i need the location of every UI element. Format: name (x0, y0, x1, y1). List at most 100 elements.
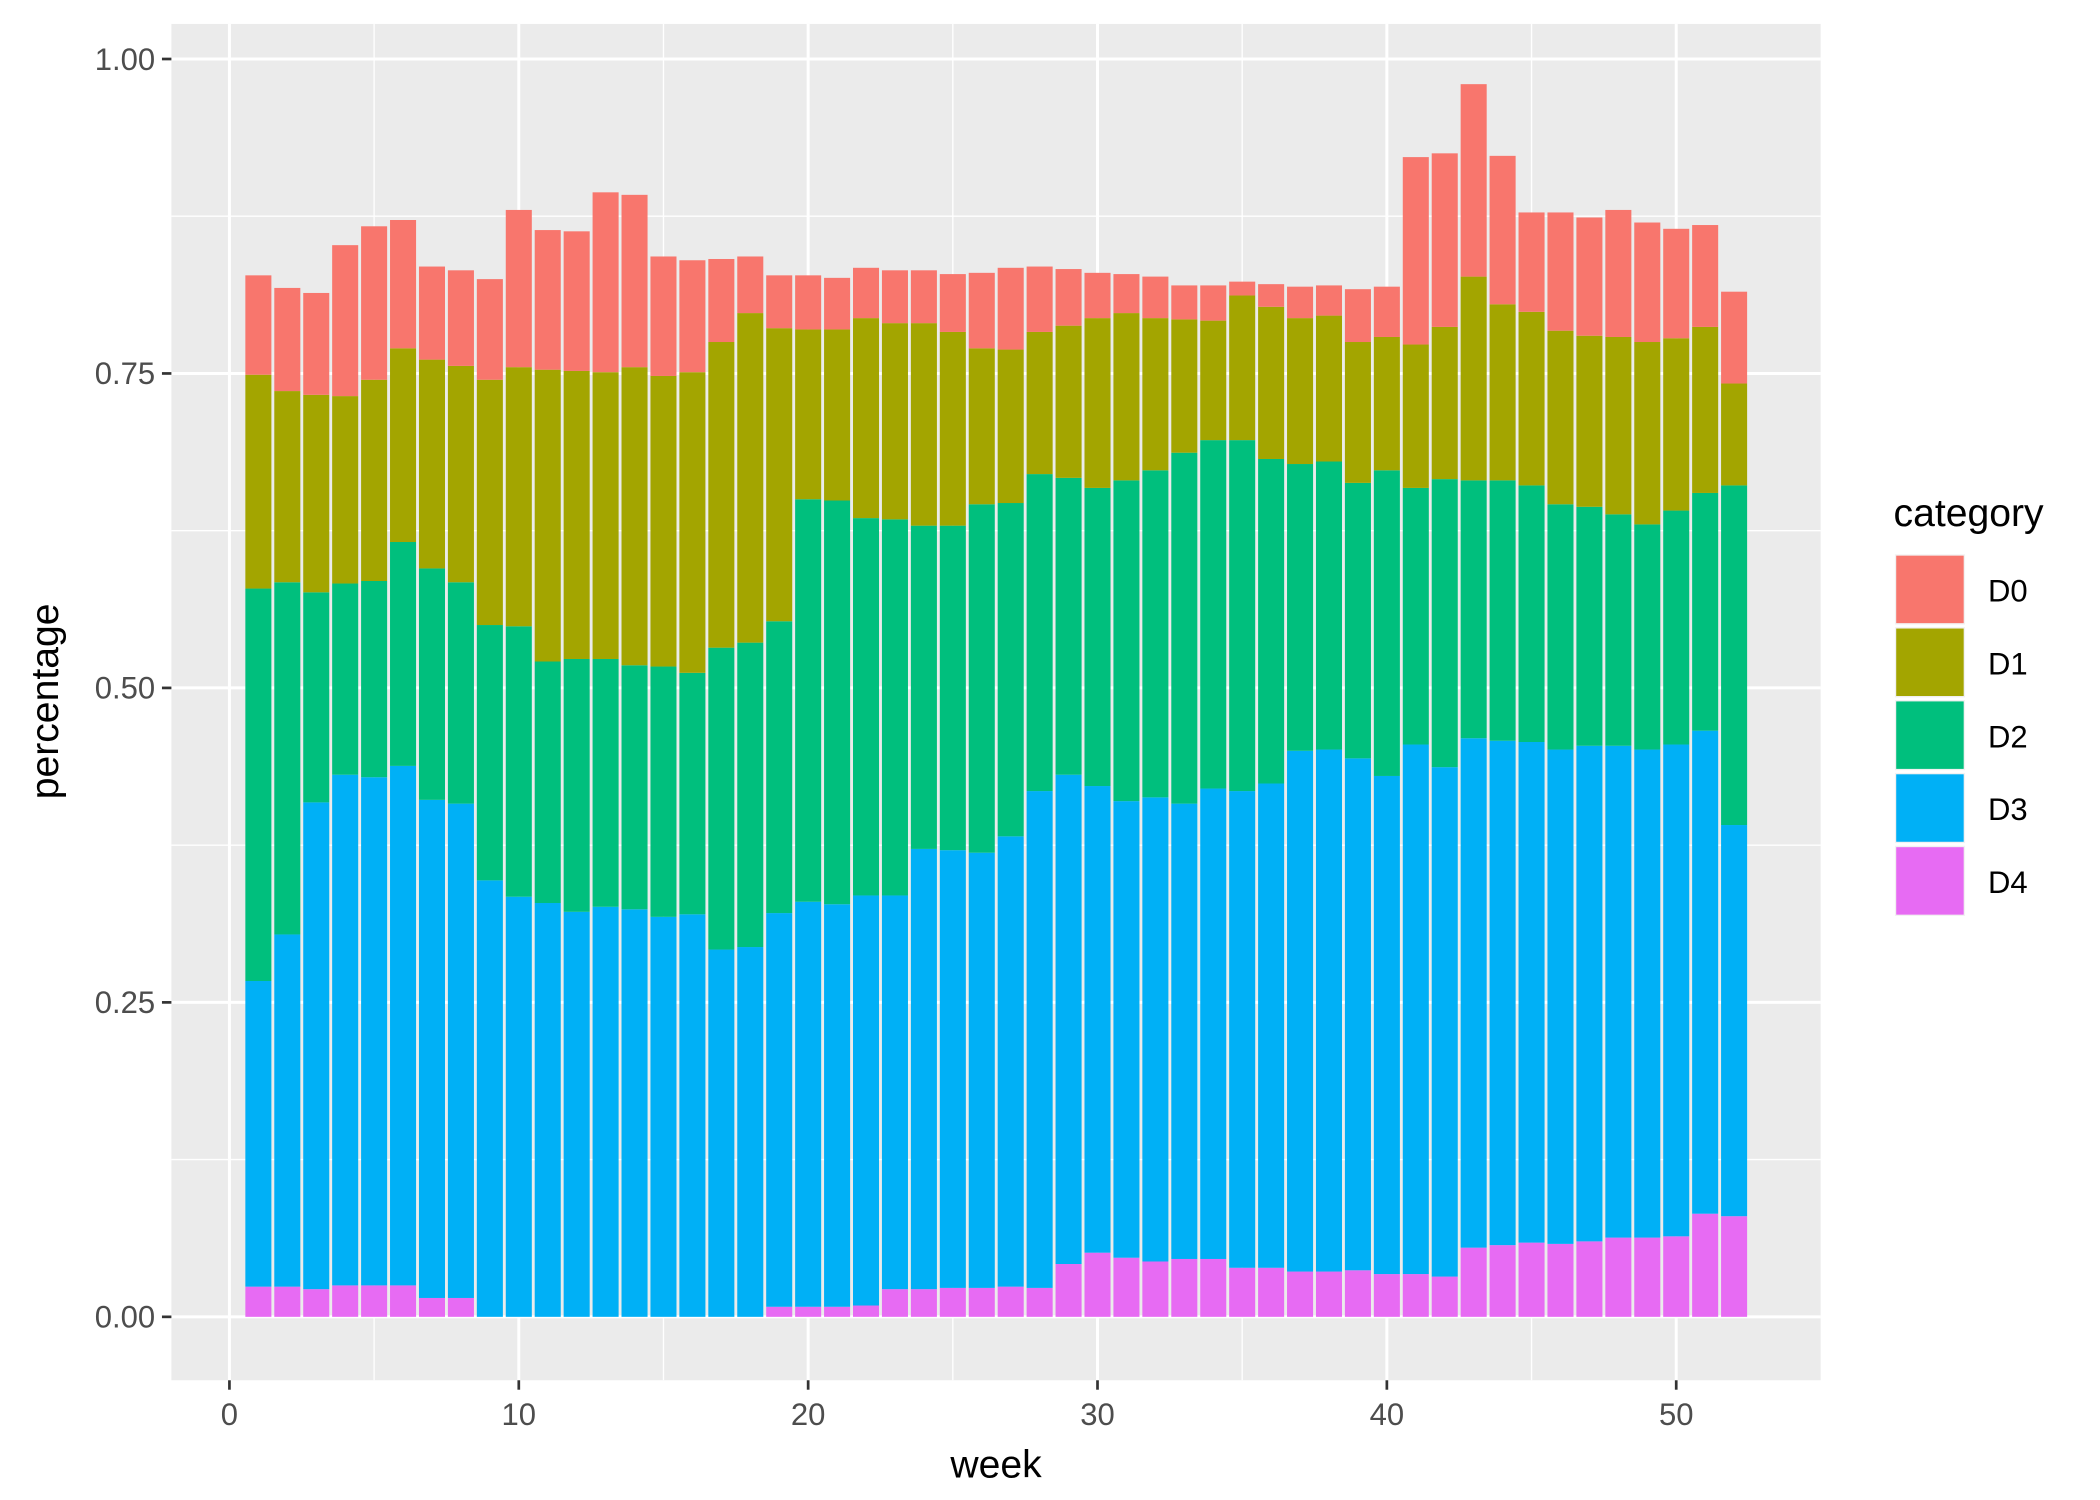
bar-D3-week-40 (1373, 775, 1400, 1275)
bar-D1-week-14 (621, 367, 648, 666)
bar-D1-week-23 (881, 323, 908, 520)
bar-D4-week-51 (1692, 1213, 1719, 1317)
bar-D1-week-5 (361, 379, 388, 582)
bar-D1-week-33 (1171, 319, 1198, 453)
bar-D0-week-2 (274, 287, 301, 392)
bar-D1-week-2 (274, 391, 301, 583)
bar-D4-week-36 (1258, 1267, 1285, 1317)
bar-D4-week-37 (1287, 1271, 1314, 1317)
bar-D3-week-3 (303, 802, 330, 1290)
bar-D1-week-16 (679, 372, 706, 673)
bar-D1-week-20 (795, 329, 822, 500)
bar-D2-week-46 (1547, 504, 1574, 750)
bar-D1-week-43 (1460, 276, 1487, 481)
bar-D0-week-39 (1344, 289, 1371, 343)
bar-D2-week-39 (1344, 482, 1371, 759)
legend: category D0 D1 D2 D3 D4 (1894, 492, 2044, 917)
bar-D0-week-21 (824, 277, 851, 330)
x-tick-label: 0 (221, 1397, 238, 1432)
bar-D2-week-6 (390, 542, 417, 766)
bar-D3-week-45 (1518, 742, 1545, 1243)
bar-D4-week-48 (1605, 1237, 1632, 1317)
bar-D2-week-32 (1142, 470, 1169, 798)
bar-D3-week-32 (1142, 797, 1169, 1262)
bar-D1-week-13 (592, 372, 619, 659)
bar-D2-week-7 (418, 568, 446, 800)
bar-D0-week-18 (737, 256, 764, 314)
bar-D0-week-47 (1576, 217, 1603, 336)
bar-D1-week-51 (1692, 326, 1719, 493)
bar-D0-week-49 (1634, 222, 1661, 343)
bar-D1-week-12 (563, 370, 590, 659)
bar-D0-week-38 (1315, 285, 1343, 316)
bar-D0-week-29 (1055, 269, 1082, 326)
bar-D4-week-31 (1113, 1257, 1140, 1317)
bar-D0-week-23 (881, 270, 908, 324)
bar-D2-week-20 (795, 499, 822, 902)
y-axis-label: percentage (24, 604, 67, 800)
bar-D2-week-44 (1489, 480, 1516, 741)
x-tick-label: 10 (502, 1397, 537, 1432)
bar-D2-week-43 (1460, 480, 1487, 739)
bar-D2-week-42 (1431, 479, 1458, 768)
bar-D0-week-10 (505, 209, 532, 368)
bar-D0-week-40 (1373, 286, 1400, 337)
bar-D4-week-33 (1171, 1258, 1198, 1317)
bar-D0-week-35 (1229, 281, 1256, 296)
bar-D4-week-43 (1460, 1247, 1487, 1317)
bar-D2-week-33 (1171, 452, 1198, 804)
bar-D1-week-1 (245, 374, 272, 589)
bar-D0-week-5 (361, 226, 388, 380)
bar-D0-week-26 (968, 272, 995, 349)
bar-D4-week-3 (303, 1289, 330, 1317)
bar-D2-week-52 (1721, 485, 1748, 826)
bar-D0-week-30 (1084, 272, 1111, 319)
bar-D0-week-32 (1142, 276, 1169, 319)
bar-D3-week-52 (1721, 825, 1748, 1217)
bar-D3-week-11 (534, 903, 561, 1317)
bar-D2-week-9 (476, 625, 503, 881)
bar-D1-week-39 (1344, 342, 1371, 483)
bar-D3-week-7 (418, 799, 446, 1298)
bar-D3-week-2 (274, 934, 301, 1287)
bar-D2-week-29 (1055, 477, 1082, 775)
bar-D2-week-11 (534, 661, 561, 904)
bar-D3-week-39 (1344, 758, 1371, 1271)
bar-D0-week-13 (592, 192, 619, 373)
bar-D2-week-24 (910, 525, 937, 849)
bar-D4-week-39 (1344, 1270, 1371, 1317)
bar-D0-week-28 (1026, 266, 1053, 332)
plot-panel (171, 23, 1821, 1381)
bar-D3-week-9 (476, 880, 503, 1317)
bar-D0-week-27 (997, 267, 1024, 350)
bar-D3-week-17 (708, 949, 735, 1317)
bar-D0-week-36 (1258, 284, 1285, 307)
bar-D4-week-5 (361, 1285, 388, 1317)
bar-D1-week-19 (766, 328, 793, 622)
bar-D2-week-38 (1315, 461, 1343, 750)
bar-D2-week-47 (1576, 506, 1603, 746)
x-axis-label: week (949, 1443, 1042, 1486)
bar-D1-week-6 (390, 348, 417, 543)
bar-D4-week-22 (852, 1305, 880, 1317)
bar-D0-week-44 (1489, 155, 1516, 305)
bar-D4-week-27 (997, 1286, 1024, 1317)
bar-D3-week-48 (1605, 745, 1632, 1238)
bar-D2-week-27 (997, 503, 1024, 837)
bar-D1-week-21 (824, 329, 851, 501)
bar-D4-week-46 (1547, 1243, 1574, 1317)
bar-D4-week-52 (1721, 1216, 1748, 1317)
bar-D4-week-49 (1634, 1237, 1661, 1317)
bar-D3-week-28 (1026, 791, 1053, 1288)
bar-D2-week-15 (650, 666, 677, 917)
bar-D2-week-25 (939, 525, 966, 851)
bar-D2-week-41 (1402, 487, 1429, 745)
bar-D0-week-41 (1402, 157, 1429, 345)
bar-D1-week-38 (1315, 315, 1343, 462)
bar-D0-week-19 (766, 275, 793, 329)
bar-D3-week-26 (968, 852, 995, 1288)
bar-D4-week-24 (910, 1289, 937, 1317)
y-tick-label: 0.75 (95, 356, 155, 391)
bar-D0-week-7 (418, 266, 446, 360)
